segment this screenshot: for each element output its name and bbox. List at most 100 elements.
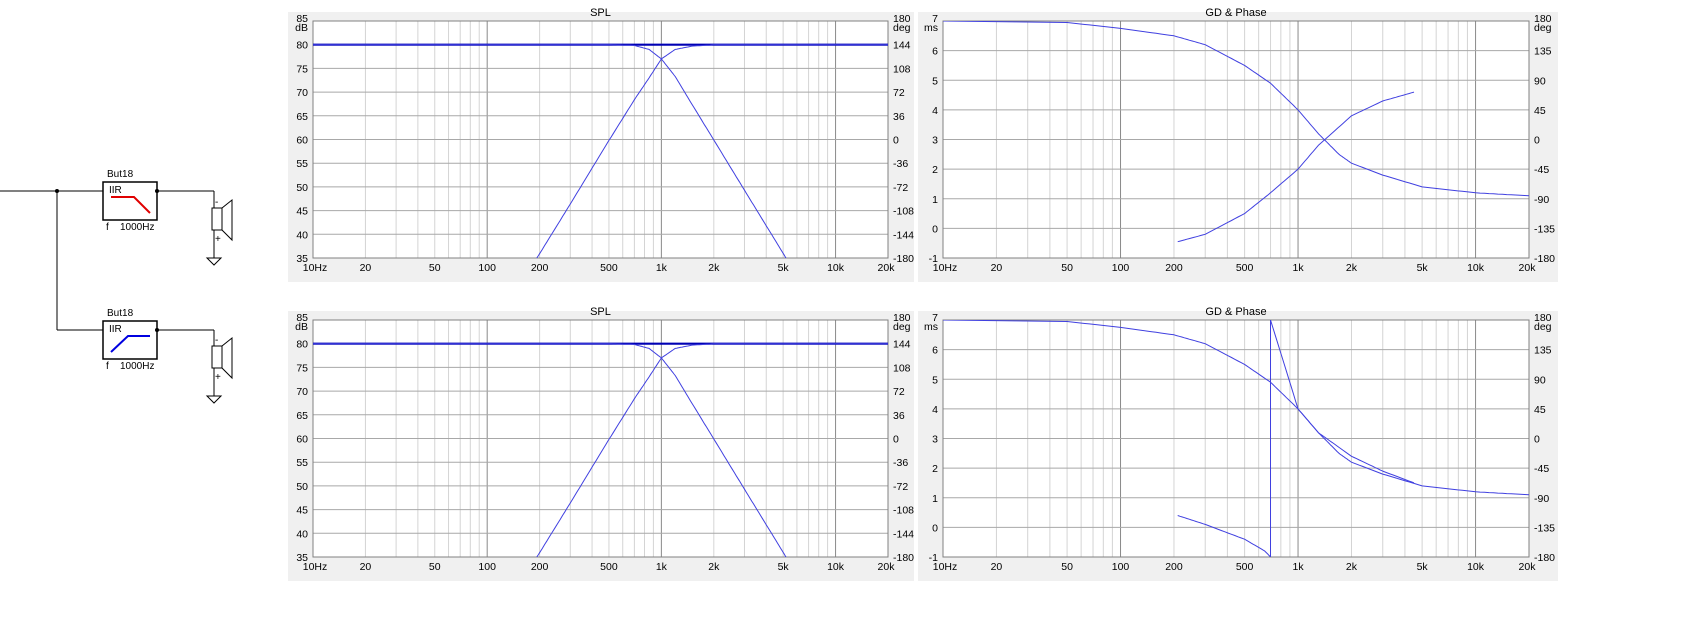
series-group — [313, 43, 888, 258]
y2-tick-label: 36 — [893, 410, 905, 422]
y-tick-label: 40 — [296, 229, 308, 241]
y2-tick-label: 36 — [893, 111, 905, 123]
filter-block-highpass[interactable]: But18 IIR f 1000Hz — [102, 308, 158, 372]
y-tick-label: 85 — [296, 13, 308, 25]
speaker-icon[interactable]: - + — [205, 191, 233, 266]
x-tick-label: 2k — [708, 561, 720, 573]
y2-tick-label: 108 — [893, 63, 911, 75]
lowpass-icon — [111, 196, 151, 214]
chart-title: SPL — [590, 306, 611, 318]
y2-unit-label: deg — [893, 321, 911, 333]
filter-freq: 1000Hz — [120, 361, 154, 372]
x-tick-label: 5k — [1417, 262, 1429, 274]
y2-unit-label: deg — [1534, 321, 1552, 333]
x-tick-label: 100 — [1112, 262, 1130, 274]
y-tick-label: 60 — [296, 434, 308, 446]
junction-dot — [155, 189, 159, 193]
crossover-schematic: But18 IIR f 1000Hz - + But18 IIR f 1000H… — [0, 169, 233, 404]
y-tick-label: 2 — [932, 164, 938, 176]
x-tick-label: 10k — [827, 262, 845, 274]
y-tick-label: 45 — [296, 206, 308, 218]
x-tick-label: 1k — [656, 262, 668, 274]
x-tick-label: 1k — [1292, 561, 1304, 573]
y2-tick-label: -180 — [1534, 253, 1555, 265]
y2-tick-label: 0 — [893, 434, 899, 446]
y2-unit-label: deg — [893, 22, 911, 34]
y2-tick-label: 0 — [893, 135, 899, 147]
y-tick-label: 80 — [296, 339, 308, 351]
x-tick-label: 200 — [1165, 262, 1183, 274]
y-tick-label: 75 — [296, 63, 308, 75]
filter-block-lowpass[interactable]: But18 IIR f 1000Hz — [102, 169, 158, 233]
plot-border — [312, 319, 889, 558]
filter-kind: IIR — [109, 185, 122, 196]
y-tick-label: 55 — [296, 158, 308, 170]
x-tick-label: 100 — [478, 561, 496, 573]
x-tick-label: 2k — [1346, 262, 1358, 274]
y-unit-label: dB — [295, 321, 308, 333]
series-group — [943, 320, 1529, 557]
y2-tick-label: 72 — [893, 386, 905, 398]
chart-panel-2: GD & Phase-101234567ms-180-135-90-450459… — [918, 7, 1558, 282]
y2-tick-label: 0 — [1534, 434, 1540, 446]
y2-tick-label: 72 — [893, 87, 905, 99]
series-group — [313, 342, 888, 557]
y2-tick-label: -108 — [893, 206, 914, 218]
x-tick-label: 10k — [1467, 262, 1485, 274]
x-tick-label: 2k — [1346, 561, 1358, 573]
y-tick-label: 6 — [932, 345, 938, 357]
filter-freq: 1000Hz — [120, 222, 154, 233]
plot-border — [942, 319, 1530, 558]
ground-icon — [205, 395, 223, 404]
x-tick-label: 20 — [360, 262, 372, 274]
y-tick-label: -1 — [929, 552, 938, 564]
y-tick-label: 4 — [932, 105, 938, 117]
series-line-1 — [943, 21, 1529, 197]
y2-tick-label: 144 — [893, 40, 911, 52]
chart-panel-4: GD & Phase-101234567ms-180-135-90-450459… — [918, 306, 1558, 581]
filter-kind: IIR — [109, 324, 122, 335]
ground-icon — [205, 257, 223, 266]
x-tick-label: 200 — [1165, 561, 1183, 573]
x-tick-label: 500 — [1236, 561, 1254, 573]
x-tick-label: 50 — [429, 262, 441, 274]
y-tick-label: 80 — [296, 40, 308, 52]
y-tick-label: 50 — [296, 481, 308, 493]
x-tick-label: 5k — [778, 262, 790, 274]
y2-tick-label: -180 — [893, 253, 914, 265]
y2-tick-label: -144 — [893, 528, 914, 540]
x-tick-label: 100 — [478, 262, 496, 274]
y2-tick-label: 135 — [1534, 46, 1552, 58]
y-tick-label: 70 — [296, 386, 308, 398]
x-tick-label: 20 — [991, 561, 1003, 573]
y-tick-label: 65 — [296, 111, 308, 123]
y2-tick-label: -90 — [1534, 493, 1549, 505]
y-tick-label: 7 — [932, 312, 938, 324]
y2-tick-label: -72 — [893, 481, 908, 493]
y-tick-label: 70 — [296, 87, 308, 99]
y-unit-label: ms — [924, 321, 938, 333]
x-tick-label: 10Hz — [933, 561, 958, 573]
x-tick-label: 500 — [1236, 262, 1254, 274]
y2-tick-label: 45 — [1534, 105, 1546, 117]
junction-dot — [155, 328, 159, 332]
speaker-icon[interactable]: - + — [205, 330, 233, 404]
filter-name: But18 — [107, 308, 134, 319]
filter-f-label: f — [106, 222, 109, 233]
y-tick-label: 1 — [932, 194, 938, 206]
x-tick-label: 500 — [600, 262, 618, 274]
speaker-minus: - — [215, 197, 218, 208]
y2-tick-label: -72 — [893, 182, 908, 194]
y2-tick-label: -45 — [1534, 463, 1549, 475]
y-tick-label: 2 — [932, 463, 938, 475]
series-line-3 — [536, 343, 888, 557]
highpass-icon — [110, 335, 150, 353]
y-tick-label: 85 — [296, 312, 308, 324]
x-tick-label: 10Hz — [303, 561, 328, 573]
y-tick-label: 0 — [932, 522, 938, 534]
series-line-2 — [1177, 515, 1271, 557]
y-unit-label: dB — [295, 22, 308, 34]
series-line-2 — [313, 44, 787, 258]
x-tick-label: 100 — [1112, 561, 1130, 573]
